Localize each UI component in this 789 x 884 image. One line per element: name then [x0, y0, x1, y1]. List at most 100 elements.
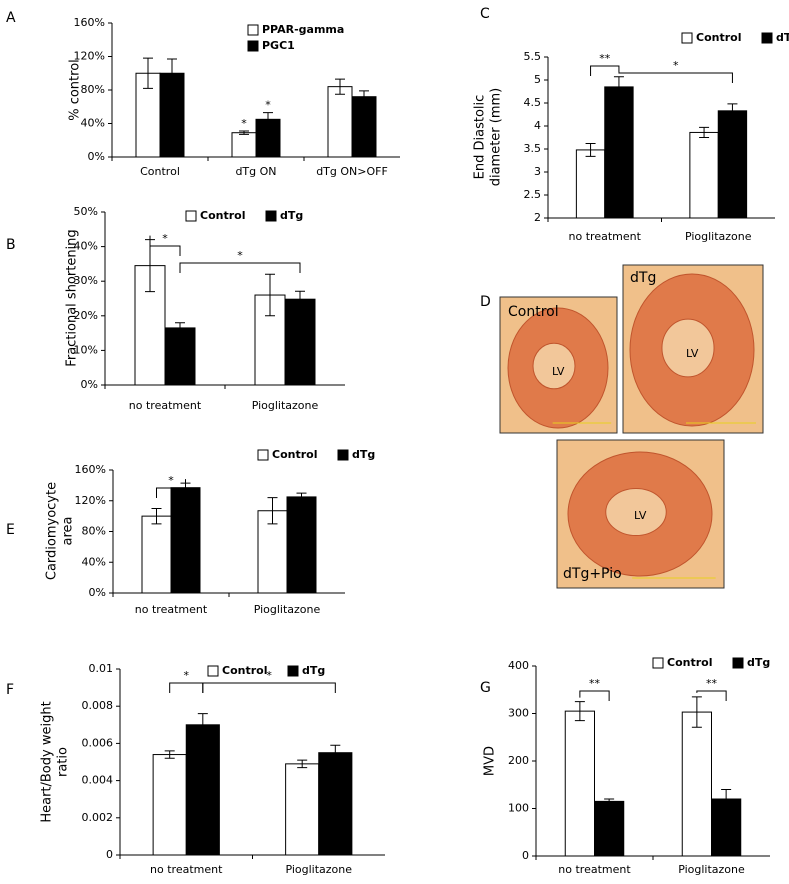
error-bar	[164, 750, 175, 759]
significance-bracket	[590, 65, 620, 76]
error-bar	[263, 112, 273, 127]
tissue-lumen	[605, 487, 667, 537]
significance-bracket	[179, 262, 301, 273]
legend-label: PGC1	[262, 39, 295, 52]
annotation: *	[241, 117, 247, 130]
y-tick-label: 120%	[75, 494, 106, 507]
legend-swatch	[761, 32, 773, 44]
annotation: *	[162, 232, 168, 245]
y-tick-label: 0	[522, 849, 529, 862]
x-tick-label: no treatment	[135, 603, 208, 616]
y-tick-label: 50%	[74, 205, 98, 218]
legend-label: dTg	[776, 31, 789, 44]
bar	[564, 710, 595, 857]
y-tick-label: 0%	[89, 586, 106, 599]
y-tick-label: 0%	[81, 378, 98, 391]
bar	[164, 327, 196, 386]
y-tick-label: 0.004	[82, 774, 114, 787]
error-bar	[699, 126, 710, 138]
annotation: *	[265, 99, 271, 112]
error-bar	[167, 58, 177, 88]
y-tick-label: 40%	[81, 117, 105, 130]
x-tick-label: Pioglitazone	[254, 603, 321, 616]
bar	[594, 800, 625, 857]
significance-bracket	[696, 690, 727, 701]
x-tick-label: no treatment	[150, 863, 223, 876]
y-tick-label: 0.008	[82, 699, 114, 712]
x-tick-label: Pioglitazone	[252, 399, 319, 412]
legend-swatch	[247, 40, 259, 52]
lv-label: LV	[552, 365, 565, 378]
annotation: *	[237, 249, 243, 262]
significance-bracket	[169, 682, 204, 693]
panel-letter: C	[480, 6, 490, 22]
legend-swatch	[207, 665, 219, 677]
legend-label: dTg	[280, 209, 303, 222]
legend-label: dTg	[302, 664, 325, 677]
tissue-lumen	[661, 318, 715, 378]
y-tick-label: 200	[508, 754, 529, 767]
bar	[575, 149, 606, 219]
y-axis-label: % control	[68, 59, 83, 121]
legend-swatch	[247, 24, 259, 36]
error-bar	[265, 273, 275, 317]
bar	[604, 86, 634, 219]
y-tick-label: 400	[508, 659, 529, 672]
panel-letter: G	[480, 680, 491, 696]
micrograph: dTg LV	[622, 264, 764, 434]
y-tick-label: 4.5	[524, 96, 542, 109]
bar	[681, 711, 712, 857]
error-bar	[296, 492, 307, 502]
legend-label: dTg	[747, 656, 770, 669]
significance-bracket	[579, 690, 610, 701]
panel-letter: E	[6, 522, 15, 538]
legend-label: Control	[667, 656, 712, 669]
y-tick-label: 5.5	[524, 50, 542, 63]
micrograph: Control LV	[499, 296, 618, 434]
error-bar	[335, 78, 345, 95]
x-tick-label: dTg ON>OFF	[316, 165, 388, 178]
error-bar	[151, 507, 162, 525]
legend-swatch	[185, 210, 197, 222]
bar	[327, 86, 353, 158]
y-tick-label: 40%	[74, 240, 98, 253]
annotation: *	[266, 669, 272, 682]
annotation: *	[673, 59, 679, 72]
bar	[284, 298, 316, 386]
bar	[231, 132, 257, 158]
y-axis-label: Fractional shortening	[65, 229, 80, 366]
y-axis-label: Cardiomyocyte	[45, 482, 60, 580]
y-tick-label: 100	[508, 802, 529, 815]
panel-letter: A	[6, 10, 16, 26]
bar	[141, 515, 172, 594]
error-bar	[197, 713, 208, 737]
significance-bracket	[149, 235, 181, 256]
x-tick-label: Pioglitazone	[678, 863, 745, 876]
legend-label: Control	[222, 664, 267, 677]
bar	[285, 763, 320, 856]
y-tick-label: 0.006	[82, 736, 114, 749]
legend-label: Control	[200, 209, 245, 222]
tissue-lumen	[532, 342, 576, 390]
legend-swatch	[652, 657, 664, 669]
lv-label: LV	[634, 509, 647, 522]
significance-bracket	[618, 72, 733, 83]
y-tick-label: 30%	[74, 274, 98, 287]
bar	[152, 754, 187, 856]
legend-swatch	[287, 665, 299, 677]
error-bar	[613, 76, 624, 98]
x-tick-label: Control	[140, 165, 180, 178]
legend-swatch	[732, 657, 744, 669]
image-label: dTg	[630, 270, 656, 286]
error-bar	[267, 497, 278, 525]
legend-label: Control	[272, 448, 317, 461]
annotation: *	[184, 669, 190, 682]
legend-label: Control	[696, 31, 741, 44]
y-tick-label: 120%	[74, 50, 105, 63]
error-bar	[359, 90, 369, 104]
panel-letter: F	[6, 682, 14, 698]
bar	[717, 110, 748, 219]
lv-label: LV	[686, 347, 699, 360]
y-tick-label: 160%	[75, 463, 106, 476]
